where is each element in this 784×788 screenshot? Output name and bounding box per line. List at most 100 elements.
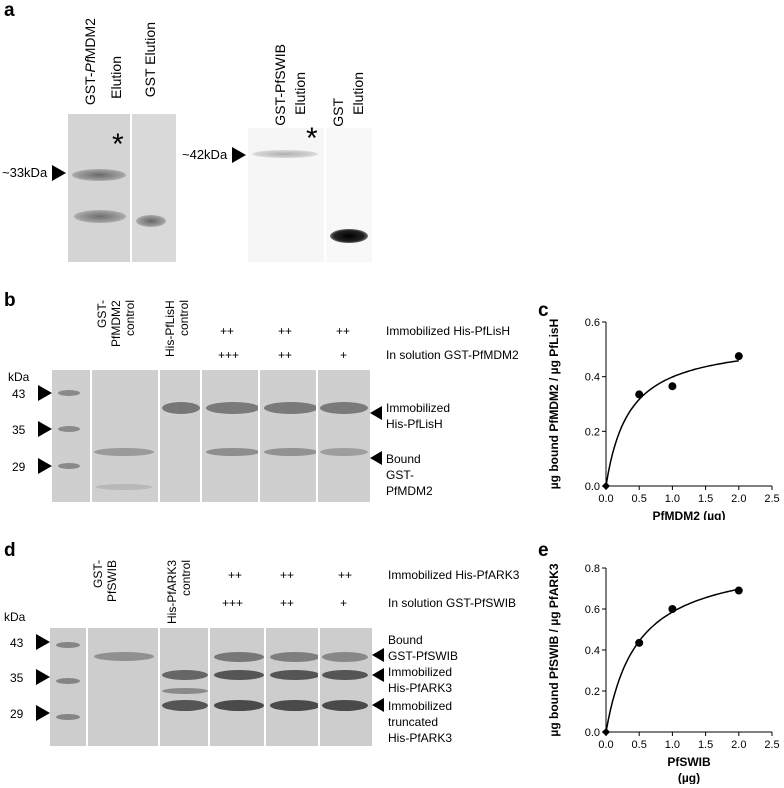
band-33kda bbox=[72, 169, 126, 181]
x-axis-label: (µg) bbox=[678, 771, 700, 784]
lane-divider bbox=[158, 628, 160, 746]
sds-page-gel-d bbox=[50, 628, 372, 746]
row2-label: In solution GST-PfMDM2 bbox=[386, 348, 519, 362]
x-tick-label: 0.5 bbox=[632, 493, 647, 505]
lane-label-gst: GST- bbox=[91, 560, 105, 589]
x-tick-label: 2.0 bbox=[731, 739, 746, 751]
western-blot-lane-4 bbox=[326, 128, 372, 262]
label-immobilized-his-pfark3: Immobilized His-PfARK3 bbox=[388, 664, 452, 696]
arrowhead-35 bbox=[36, 669, 50, 685]
x-tick-label: 0.0 bbox=[598, 739, 613, 751]
row2-value: ++ bbox=[280, 596, 295, 610]
label-line: GST-PfSWIB bbox=[388, 649, 459, 663]
panel-c-label: c bbox=[538, 300, 549, 321]
band-bound bbox=[322, 652, 368, 662]
marker-43: 43 bbox=[12, 387, 26, 401]
lane-label-elution-2: Elution bbox=[292, 72, 308, 115]
ladder-band bbox=[56, 642, 80, 648]
arrowhead-35 bbox=[38, 421, 52, 437]
x-tick-label: 1.0 bbox=[665, 739, 680, 751]
label-bound-gst-pfmdm2: Bound GST- PfMDM2 bbox=[386, 451, 433, 499]
lane-divider bbox=[264, 628, 266, 746]
western-blot-lane-2 bbox=[132, 114, 176, 262]
arrowhead-43 bbox=[38, 385, 52, 401]
band-bound bbox=[264, 448, 318, 456]
band-immobilized bbox=[264, 402, 318, 414]
marker-29: 29 bbox=[12, 460, 26, 474]
arrowhead-immobilized bbox=[370, 406, 382, 420]
row1-value: ++ bbox=[338, 568, 353, 582]
band-42kda bbox=[252, 150, 318, 158]
row2-value: ++ bbox=[278, 348, 293, 362]
data-point bbox=[635, 638, 644, 647]
band-his-pflish bbox=[162, 402, 200, 414]
y-axis-label: µg bound PfMDM2 / µg PfLisH bbox=[547, 319, 561, 489]
y-tick-label: 0.6 bbox=[585, 604, 600, 616]
x-axis-label: PfMDM2 (µg) bbox=[653, 509, 726, 520]
data-point bbox=[734, 352, 743, 361]
row1-label: Immobilized His-PfLisH bbox=[386, 324, 511, 338]
marker-35: 35 bbox=[12, 423, 26, 437]
chart-c: 0.0 0.2 0.4 0.6 0.0 0.5 1.0 1.5 2.0 2.5 µg bound P… bbox=[547, 317, 780, 520]
band-truncated bbox=[214, 700, 264, 711]
lane-divider bbox=[318, 628, 320, 746]
data-point bbox=[602, 482, 610, 490]
marker-35: 35 bbox=[10, 671, 24, 685]
band-minor bbox=[162, 688, 208, 694]
lane-divider bbox=[90, 370, 92, 502]
band-gst-pfswib bbox=[94, 652, 154, 661]
row1-value: ++ bbox=[220, 324, 235, 338]
western-blot-lane-3 bbox=[248, 128, 324, 262]
row1-value: ++ bbox=[278, 324, 293, 338]
label-line: PfMDM2 bbox=[386, 484, 433, 498]
lane-divider bbox=[200, 370, 202, 502]
panel-d-label: d bbox=[4, 540, 16, 561]
x-tick-label: 2.0 bbox=[731, 493, 746, 505]
marker-42kda: ~42kDa bbox=[182, 147, 228, 162]
arrowhead-33kda bbox=[52, 165, 66, 181]
western-blot-lane-1 bbox=[68, 114, 130, 262]
label-line: Immobilized bbox=[388, 665, 453, 679]
band-gst-strong bbox=[330, 229, 368, 243]
band-gst-pfmdm2 bbox=[94, 448, 154, 456]
y-tick-label: 0.0 bbox=[585, 727, 600, 739]
lane-divider bbox=[158, 370, 160, 502]
band-faint bbox=[96, 484, 152, 490]
y-tick-label: 0.2 bbox=[585, 686, 600, 698]
asterisk-marker: * bbox=[112, 128, 124, 161]
lane-divider bbox=[208, 628, 210, 746]
label-line: His-PfARK3 bbox=[388, 731, 453, 745]
marker-29: 29 bbox=[10, 707, 24, 721]
x-tick-label: 1.5 bbox=[698, 739, 713, 751]
arrowhead-42kda bbox=[232, 147, 246, 163]
band-bound bbox=[320, 448, 368, 456]
lane-label-elution-3: Elution bbox=[350, 72, 366, 115]
y-tick-label: 0.0 bbox=[585, 481, 600, 493]
lane-label-his-pfark3: His-PfARK3 bbox=[165, 559, 179, 624]
label-line: Immobilized bbox=[388, 699, 453, 713]
lane-label-control: control bbox=[179, 560, 193, 597]
fit-curve bbox=[605, 360, 739, 487]
row2-value: + bbox=[340, 348, 348, 362]
y-tick-label: 0.2 bbox=[585, 426, 600, 438]
row1-value: ++ bbox=[280, 568, 295, 582]
lane-label-pfswib: PfSWIB bbox=[105, 560, 119, 603]
band-gst bbox=[136, 215, 166, 227]
marker-33kda: ~33kDa bbox=[2, 165, 48, 180]
arrowhead-29 bbox=[38, 458, 52, 474]
y-tick-label: 0.8 bbox=[585, 563, 600, 575]
chart-e: 0.0 0.2 0.4 0.6 0.8 0.0 0.5 1.0 1.5 2.0 2.5 µg boun… bbox=[547, 563, 780, 784]
lane-divider bbox=[86, 628, 88, 746]
band-truncated bbox=[162, 700, 208, 711]
label-line: Bound bbox=[386, 452, 421, 466]
marker-43: 43 bbox=[10, 636, 24, 650]
ladder-band bbox=[58, 463, 80, 469]
ladder-band bbox=[58, 390, 80, 396]
label-bound-gst-pfswib: Bound GST-PfSWIB bbox=[388, 632, 458, 664]
label-line: truncated bbox=[388, 715, 439, 729]
band-truncated bbox=[322, 700, 368, 711]
label-line: Bound bbox=[388, 633, 423, 647]
band-truncated bbox=[270, 700, 320, 711]
x-tick-label: 0.0 bbox=[598, 493, 613, 505]
